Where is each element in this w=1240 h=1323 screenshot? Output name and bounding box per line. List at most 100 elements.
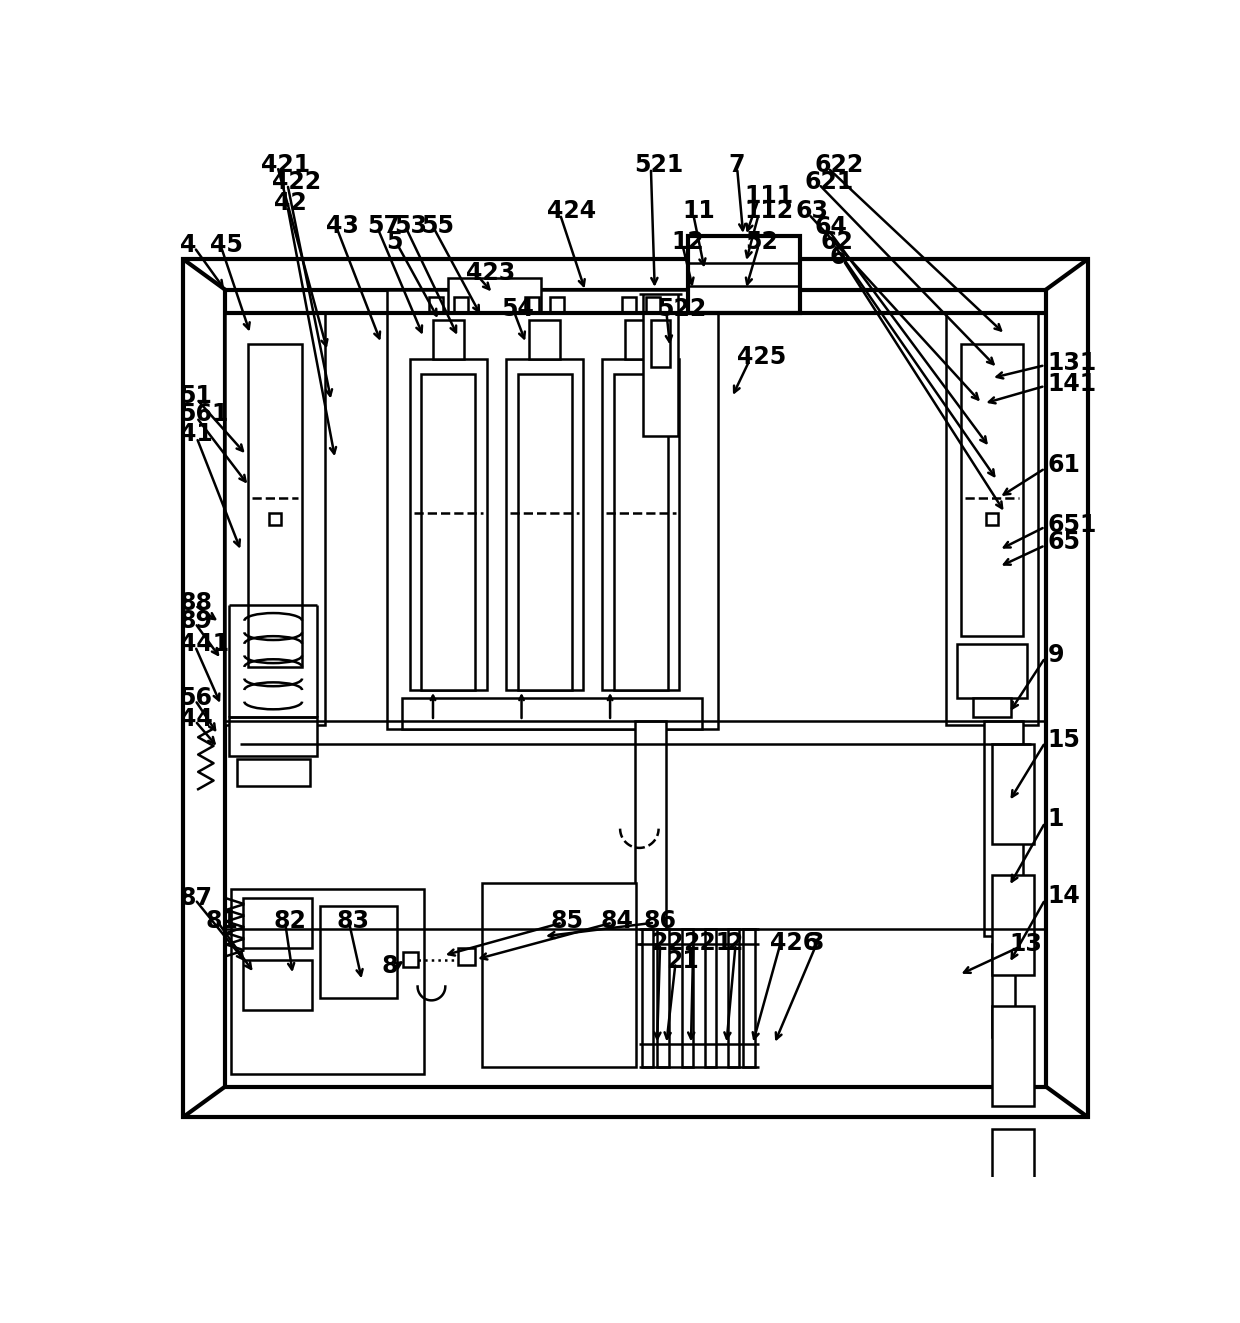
Text: 41: 41 — [180, 422, 212, 446]
Text: 423: 423 — [466, 261, 516, 284]
Text: 2: 2 — [727, 930, 743, 955]
Text: 112: 112 — [745, 200, 794, 224]
Text: 63: 63 — [796, 200, 828, 224]
Text: 64: 64 — [815, 214, 848, 238]
Text: 83: 83 — [337, 909, 370, 933]
Text: 622: 622 — [815, 153, 864, 177]
Bar — [459, 949, 475, 964]
Bar — [651, 320, 670, 366]
Bar — [481, 882, 635, 1068]
Bar — [646, 298, 660, 312]
Bar — [957, 644, 1027, 697]
Text: 87: 87 — [180, 886, 213, 910]
Text: 88: 88 — [180, 591, 213, 615]
Bar — [237, 759, 310, 786]
Bar — [946, 312, 1038, 725]
Bar — [961, 344, 1023, 636]
Text: 43: 43 — [326, 214, 358, 238]
Bar — [226, 290, 1045, 1086]
Bar — [320, 906, 397, 998]
Text: 52: 52 — [745, 230, 777, 254]
Text: 61: 61 — [1048, 454, 1080, 478]
Text: 14: 14 — [1048, 884, 1080, 909]
Bar — [402, 697, 703, 729]
Text: 62: 62 — [821, 230, 853, 254]
Bar — [992, 875, 1034, 975]
Text: 84: 84 — [601, 909, 634, 933]
Text: 421: 421 — [262, 153, 310, 177]
Bar — [551, 298, 564, 312]
Bar — [449, 278, 541, 312]
Text: 1: 1 — [1048, 807, 1064, 831]
Text: 85: 85 — [551, 909, 584, 933]
Text: 8: 8 — [382, 954, 398, 978]
Text: 4: 4 — [180, 233, 196, 257]
Text: 56: 56 — [180, 685, 213, 709]
Text: 131: 131 — [1048, 351, 1096, 374]
Bar — [229, 717, 317, 755]
Text: 57: 57 — [367, 214, 399, 238]
Bar — [226, 312, 325, 725]
Bar — [269, 513, 281, 525]
Bar — [992, 1129, 1034, 1207]
Text: 221: 221 — [683, 930, 733, 955]
Text: 441: 441 — [180, 632, 229, 656]
Text: 53: 53 — [394, 214, 428, 238]
Text: 22: 22 — [651, 930, 683, 955]
Text: 21: 21 — [666, 949, 699, 974]
Text: 54: 54 — [501, 296, 533, 321]
Bar — [688, 235, 800, 312]
Text: 651: 651 — [1048, 512, 1097, 537]
Bar — [243, 898, 312, 949]
Text: 7: 7 — [728, 153, 744, 177]
Bar — [506, 359, 583, 691]
Bar — [986, 513, 998, 525]
Bar — [728, 929, 739, 1068]
Text: 522: 522 — [657, 296, 707, 321]
Text: 621: 621 — [805, 169, 854, 194]
Text: 51: 51 — [180, 384, 212, 407]
Text: 5: 5 — [386, 230, 403, 254]
Bar — [231, 889, 424, 1073]
Bar — [635, 721, 666, 945]
Bar — [403, 951, 418, 967]
Bar — [641, 929, 653, 1068]
Text: 44: 44 — [180, 708, 212, 732]
Bar — [657, 929, 668, 1068]
Bar — [529, 320, 560, 359]
Bar — [429, 298, 443, 312]
Bar — [387, 290, 718, 729]
Bar — [682, 929, 693, 1068]
Bar — [992, 945, 1016, 1036]
Bar — [454, 298, 467, 312]
Text: 9: 9 — [1048, 643, 1064, 667]
Bar — [625, 320, 656, 359]
Text: 425: 425 — [737, 345, 786, 369]
Text: 561: 561 — [180, 402, 229, 426]
Bar — [644, 312, 678, 437]
Bar — [992, 744, 1034, 844]
Text: 86: 86 — [644, 909, 676, 933]
Bar — [517, 374, 572, 691]
Text: 15: 15 — [1048, 728, 1080, 751]
Text: 45: 45 — [210, 233, 243, 257]
Text: 11: 11 — [682, 200, 715, 224]
Text: 141: 141 — [1048, 372, 1096, 396]
Text: 3: 3 — [807, 930, 823, 955]
Bar — [182, 259, 1089, 1118]
Bar — [704, 929, 717, 1068]
Bar — [972, 697, 1012, 717]
Text: 65: 65 — [1048, 531, 1080, 554]
Text: 111: 111 — [745, 184, 794, 208]
Text: 426: 426 — [770, 930, 820, 955]
Text: 422: 422 — [272, 169, 321, 194]
Bar — [526, 298, 539, 312]
Text: 42: 42 — [274, 192, 306, 216]
Text: 424: 424 — [547, 200, 596, 224]
Text: 82: 82 — [274, 909, 306, 933]
Text: 12: 12 — [672, 230, 704, 254]
Bar — [410, 359, 487, 691]
Bar — [422, 374, 475, 691]
Text: 89: 89 — [180, 609, 213, 632]
Bar — [603, 359, 680, 691]
